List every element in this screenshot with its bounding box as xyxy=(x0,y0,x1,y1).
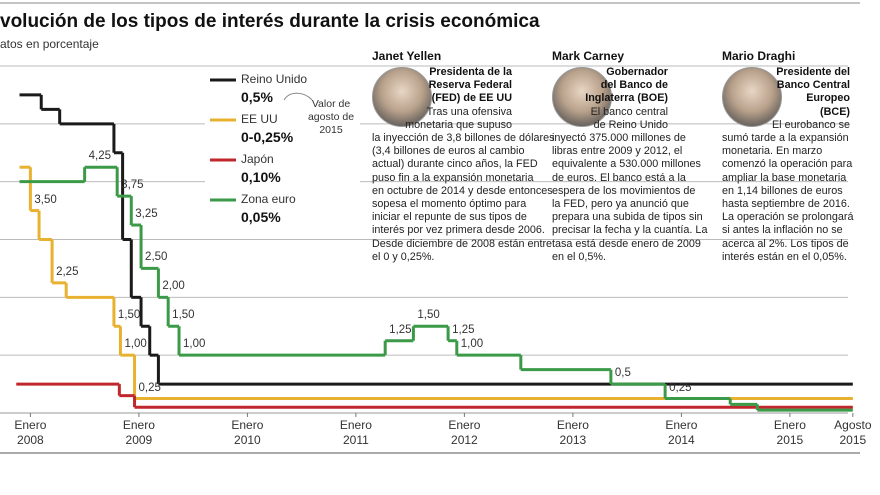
profile-text: El banco central xyxy=(590,105,668,118)
legend-value: 0,5% xyxy=(241,89,273,105)
x-tick-label: Enero 2009 xyxy=(122,418,155,447)
legend-bracket xyxy=(283,92,313,101)
profile-text: acerca al 2%. Los tipos de xyxy=(722,237,849,250)
profile-name: Mark Carney xyxy=(552,49,625,63)
subtitle: atos en porcentaje xyxy=(0,37,99,51)
portrait xyxy=(372,67,432,127)
profile-text: tasa está desde enero de 2009 xyxy=(552,237,701,250)
profile-text: interés están en el 0,05%. xyxy=(722,250,847,263)
profile-role: Europeo xyxy=(806,92,850,105)
profile-role: Banco Central xyxy=(776,79,850,92)
profile-text: comenzó la operación para xyxy=(722,158,853,171)
x-tick-label: Agosto 2015 xyxy=(834,418,872,447)
profile-text: El eurobanco se xyxy=(771,118,850,131)
profile-name: Mario Draghi xyxy=(722,49,796,63)
x-tick-label: Enero 2008 xyxy=(14,418,47,447)
value-label: 1,25 xyxy=(389,323,412,336)
profile-role: (BCE) xyxy=(820,105,850,118)
profile-text: puso fin a la expansión monetaria xyxy=(372,171,534,184)
value-label: 3,50 xyxy=(34,193,57,206)
profile-text: monetaria que supuso xyxy=(405,118,512,131)
profile-role: (FED) de EE UU xyxy=(431,92,512,105)
value-label: 1,00 xyxy=(183,338,206,351)
x-tick-label: Enero 2012 xyxy=(448,418,481,447)
profile-text: espera de los movimientos de xyxy=(552,184,696,197)
profile-name: Janet Yellen xyxy=(372,49,442,63)
value-label: 2,00 xyxy=(162,280,185,293)
profile-text: el 0 y 0,25%. xyxy=(372,250,435,263)
profile-text: de euros. El banco está a la xyxy=(552,171,686,184)
profile-text: la FED, pero ya anunció que xyxy=(552,198,689,210)
profile-text: sopesa el momento óptimo para xyxy=(372,198,527,210)
x-tick-label: Enero 2014 xyxy=(665,418,698,447)
profile-text: de Reino Unido xyxy=(593,118,668,131)
profile-role: Presidente del xyxy=(776,66,850,78)
profile-text: sumó tarde a la expansión xyxy=(722,132,849,144)
profile-text: en el 0,5%. xyxy=(552,250,607,263)
profile-text: precisar la fecha y la cuantía. La xyxy=(552,224,708,237)
profile-text: equivalente a 530.000 millones xyxy=(552,158,701,171)
value-label: 0,25 xyxy=(138,381,161,394)
profile-text: si antes la inflación no se xyxy=(722,224,843,237)
profile-text: iniciar el repunte de sus tipos de xyxy=(372,211,527,224)
profile-role: Inglaterra (BOE) xyxy=(585,92,668,105)
portrait xyxy=(552,67,612,127)
profile-role: Gobernador xyxy=(606,66,668,78)
x-tick-label: Enero 2015 xyxy=(773,418,806,447)
profile-text: monetaria. En marzo xyxy=(722,145,823,158)
profile-text: prepara una subida de tipos sin xyxy=(552,211,703,224)
value-label: 0,25 xyxy=(669,381,692,394)
legend-value: 0-0,25% xyxy=(241,129,294,145)
value-label: 1,25 xyxy=(452,323,475,336)
profile-text: en 1,14 billones de euros xyxy=(722,184,843,197)
value-label: 1,50 xyxy=(172,309,195,322)
profile-role: Presidenta de la xyxy=(429,66,512,78)
x-tick-label: Enero 2010 xyxy=(231,418,264,447)
value-label: 1,00 xyxy=(460,338,484,351)
value-label: 1,00 xyxy=(124,338,147,351)
legend-value: 0,10% xyxy=(241,169,281,185)
profile-text: actual) durante cinco años, la FED xyxy=(372,158,538,171)
value-label: 4,25 xyxy=(88,150,112,163)
value-label: 2,50 xyxy=(145,251,168,264)
profile-text: hasta septiembre de 2016. xyxy=(722,198,850,210)
profile-text: ampliar la base monetaria xyxy=(722,171,847,184)
profile-text: la inyección de 3,8 billones de dólares xyxy=(372,132,555,144)
profile-text: interés por vez primera desde 2006. xyxy=(372,224,545,237)
legend-label: EE UU xyxy=(241,112,278,126)
profile-text: (3,4 billones de euros al cambio xyxy=(372,145,525,158)
legend-label: Japón xyxy=(241,152,274,166)
profile-text: Tras una ofensiva xyxy=(426,105,512,118)
value-label: 2,25 xyxy=(56,265,79,278)
profile-text: Desde diciembre de 2008 están entre xyxy=(372,237,553,250)
legend-note: Valor de agosto de 2015 xyxy=(307,98,355,136)
value-label: 0,5 xyxy=(614,367,631,380)
profile-role: del Banco de xyxy=(600,79,668,92)
profile-text: libras entre 2009 y 2012, el xyxy=(552,145,683,158)
profile-role: Reserva Federal xyxy=(428,79,512,92)
value-label: 1,50 xyxy=(117,309,141,322)
x-tick-label: Enero 2013 xyxy=(556,418,589,447)
profile-text: La operación se prolongará xyxy=(722,211,854,224)
value-label: 3,75 xyxy=(121,179,144,192)
value-label: 3,25 xyxy=(135,208,158,221)
value-label: 1,50 xyxy=(417,309,440,322)
legend-label: Zona euro xyxy=(241,192,296,206)
title: volución de los tipos de interés durante… xyxy=(0,11,540,32)
profile-text: inyectó 375.000 millones de xyxy=(552,132,686,144)
portrait xyxy=(722,67,782,127)
x-tick-label: Enero 2011 xyxy=(339,418,372,447)
legend-value: 0,05% xyxy=(241,209,281,225)
profile-text: en octubre de 2014 y desde entonces xyxy=(372,184,553,197)
legend-label: Reino Unido xyxy=(241,72,308,86)
